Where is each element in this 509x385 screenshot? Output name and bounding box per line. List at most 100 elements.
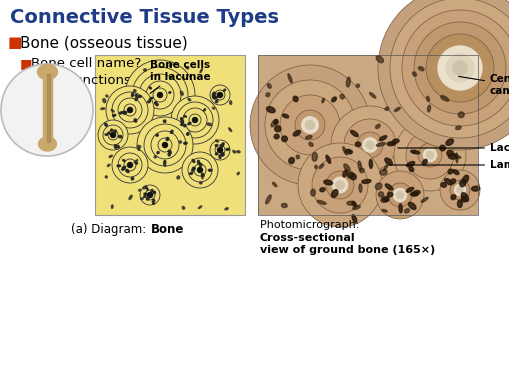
Circle shape — [192, 117, 197, 122]
Text: Bone: Bone — [151, 223, 184, 236]
Ellipse shape — [410, 192, 418, 196]
Circle shape — [137, 117, 193, 173]
Ellipse shape — [105, 176, 107, 178]
Circle shape — [217, 147, 222, 152]
Circle shape — [106, 86, 154, 134]
Ellipse shape — [223, 89, 225, 91]
Text: Cross-sectional
view of ground bone (165×): Cross-sectional view of ground bone (165… — [260, 233, 435, 254]
Ellipse shape — [347, 201, 355, 205]
Ellipse shape — [208, 169, 212, 171]
Ellipse shape — [441, 182, 446, 187]
Circle shape — [336, 181, 344, 189]
Ellipse shape — [385, 184, 393, 190]
Ellipse shape — [441, 95, 449, 101]
Ellipse shape — [275, 126, 281, 132]
Circle shape — [265, 80, 355, 170]
Ellipse shape — [109, 155, 112, 157]
Ellipse shape — [345, 149, 350, 153]
Ellipse shape — [407, 161, 415, 167]
Circle shape — [426, 34, 494, 102]
Circle shape — [153, 88, 167, 102]
Bar — [43, 72, 52, 144]
Ellipse shape — [103, 99, 106, 103]
Ellipse shape — [385, 158, 392, 165]
Ellipse shape — [106, 95, 108, 97]
Ellipse shape — [310, 189, 316, 196]
Ellipse shape — [213, 96, 215, 98]
Ellipse shape — [448, 169, 453, 174]
Ellipse shape — [412, 192, 418, 196]
Circle shape — [139, 74, 181, 116]
Ellipse shape — [199, 206, 202, 209]
Text: Central
canal: Central canal — [459, 74, 509, 96]
Ellipse shape — [351, 131, 358, 137]
Ellipse shape — [124, 112, 127, 114]
Ellipse shape — [197, 161, 200, 164]
Ellipse shape — [331, 190, 338, 198]
Ellipse shape — [392, 139, 399, 143]
Ellipse shape — [192, 159, 195, 162]
Ellipse shape — [315, 165, 317, 169]
Ellipse shape — [186, 67, 189, 69]
Ellipse shape — [461, 196, 466, 202]
Circle shape — [418, 143, 442, 167]
Circle shape — [366, 141, 374, 149]
Text: Connective Tissue Types: Connective Tissue Types — [10, 8, 279, 27]
Circle shape — [394, 119, 466, 191]
Circle shape — [140, 185, 160, 205]
Ellipse shape — [394, 107, 400, 112]
Ellipse shape — [266, 195, 271, 204]
Ellipse shape — [326, 155, 331, 163]
Ellipse shape — [458, 112, 464, 118]
Ellipse shape — [461, 193, 469, 201]
Ellipse shape — [408, 203, 416, 209]
Ellipse shape — [138, 148, 139, 151]
Text: Bone cells
in lacunae: Bone cells in lacunae — [150, 60, 210, 93]
Ellipse shape — [406, 187, 414, 192]
Ellipse shape — [460, 179, 466, 187]
Circle shape — [250, 65, 370, 185]
Ellipse shape — [117, 165, 121, 167]
Circle shape — [171, 96, 219, 144]
Circle shape — [344, 119, 396, 171]
Circle shape — [332, 177, 348, 193]
Ellipse shape — [122, 166, 126, 168]
Ellipse shape — [359, 184, 362, 192]
Ellipse shape — [184, 116, 186, 117]
Ellipse shape — [168, 153, 170, 156]
Ellipse shape — [114, 130, 116, 133]
Ellipse shape — [413, 151, 416, 153]
Circle shape — [145, 190, 155, 200]
Ellipse shape — [352, 215, 357, 223]
Ellipse shape — [163, 120, 166, 122]
Ellipse shape — [379, 136, 387, 141]
Ellipse shape — [376, 56, 383, 63]
Ellipse shape — [317, 201, 326, 204]
Ellipse shape — [409, 167, 414, 172]
Text: ■: ■ — [20, 74, 33, 87]
Ellipse shape — [451, 195, 456, 200]
Ellipse shape — [387, 192, 393, 197]
Circle shape — [427, 151, 434, 159]
Ellipse shape — [156, 134, 158, 136]
Ellipse shape — [137, 146, 141, 148]
Ellipse shape — [230, 101, 232, 104]
Ellipse shape — [282, 114, 289, 118]
Circle shape — [162, 142, 167, 147]
Circle shape — [453, 61, 467, 75]
Ellipse shape — [225, 208, 228, 210]
Ellipse shape — [111, 109, 114, 112]
Ellipse shape — [288, 74, 292, 83]
Ellipse shape — [456, 153, 458, 163]
Ellipse shape — [233, 151, 236, 153]
Ellipse shape — [399, 204, 402, 213]
Circle shape — [182, 152, 218, 188]
Text: ■: ■ — [20, 57, 33, 70]
Ellipse shape — [177, 176, 180, 179]
Bar — [95, 55, 245, 215]
Ellipse shape — [146, 187, 148, 190]
Ellipse shape — [350, 174, 356, 180]
Ellipse shape — [385, 107, 389, 110]
Ellipse shape — [369, 159, 373, 168]
Ellipse shape — [140, 198, 144, 199]
